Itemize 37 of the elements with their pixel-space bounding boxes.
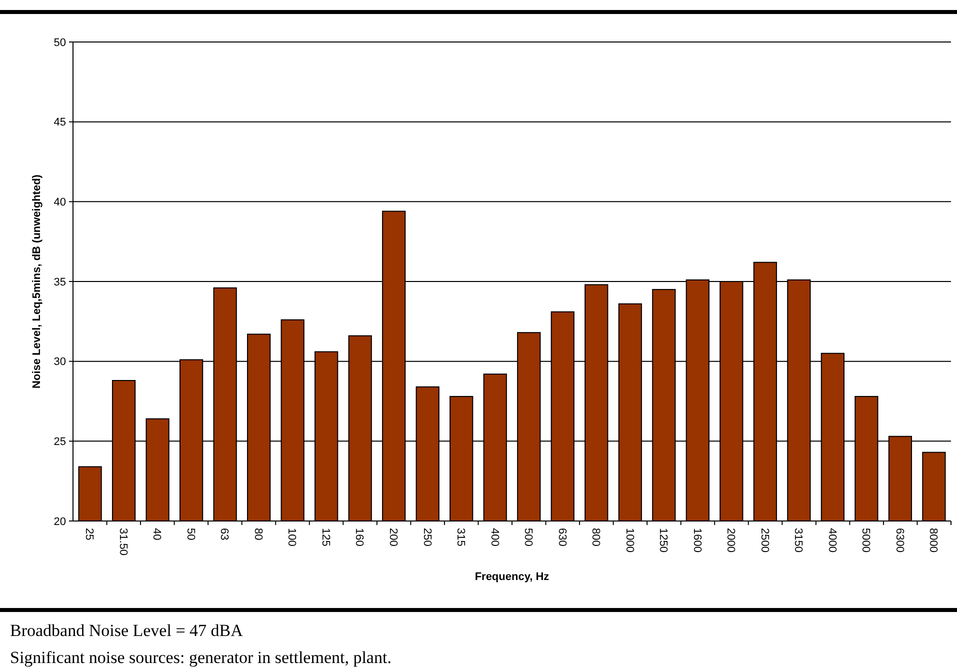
- x-tick-label: 31.50: [116, 528, 129, 556]
- x-tick-label: 315: [454, 528, 467, 546]
- x-tick-label: 50: [184, 528, 196, 540]
- y-tick-label: 50: [54, 36, 66, 49]
- x-tick-label: 100: [286, 528, 298, 546]
- x-tick-label: 6300: [893, 528, 906, 552]
- x-tick-label: 125: [319, 528, 332, 546]
- x-axis-title: Frequency, Hz: [474, 571, 550, 583]
- x-tick-label: 3150: [792, 528, 804, 552]
- text: Broadband Noise Level = 47 dBA: [10, 621, 244, 640]
- x-tick-label: 63: [218, 528, 230, 540]
- y-tick-label: 35: [54, 276, 66, 288]
- x-tick-label: 160: [353, 528, 366, 546]
- x-tick-label: 5000: [860, 528, 872, 552]
- x-tick-label: 1600: [690, 528, 703, 552]
- y-tick-label: 30: [54, 356, 66, 368]
- x-tick-label: 800: [590, 528, 602, 546]
- x-tick-label: 400: [488, 528, 500, 546]
- x-tick-label: 1000: [623, 528, 636, 552]
- x-tick-label: 4000: [826, 528, 838, 552]
- y-tick-label: 25: [54, 436, 66, 448]
- x-tick-label: 8000: [927, 528, 940, 552]
- x-tick-label: 200: [387, 528, 400, 546]
- x-tick-label: 630: [556, 528, 568, 546]
- y-tick-label: 20: [54, 516, 66, 528]
- x-tick-label: 2000: [724, 528, 737, 552]
- text: Significant noise sources: generator in settlement, plant.: [10, 648, 392, 667]
- x-tick-label: 250: [420, 528, 433, 546]
- x-tick-label: 1250: [657, 528, 670, 552]
- x-tick-label: 500: [522, 528, 534, 546]
- x-tick-label: 80: [252, 528, 264, 540]
- y-axis-title: Noise Level, Leq,5mins, dB (unweighted): [31, 174, 43, 388]
- x-tick-label: 25: [83, 528, 96, 540]
- x-tick-label: 40: [150, 528, 163, 540]
- y-tick-label: 45: [54, 116, 66, 129]
- x-tick-label: 2500: [758, 528, 770, 552]
- y-tick-label: 40: [54, 196, 66, 209]
